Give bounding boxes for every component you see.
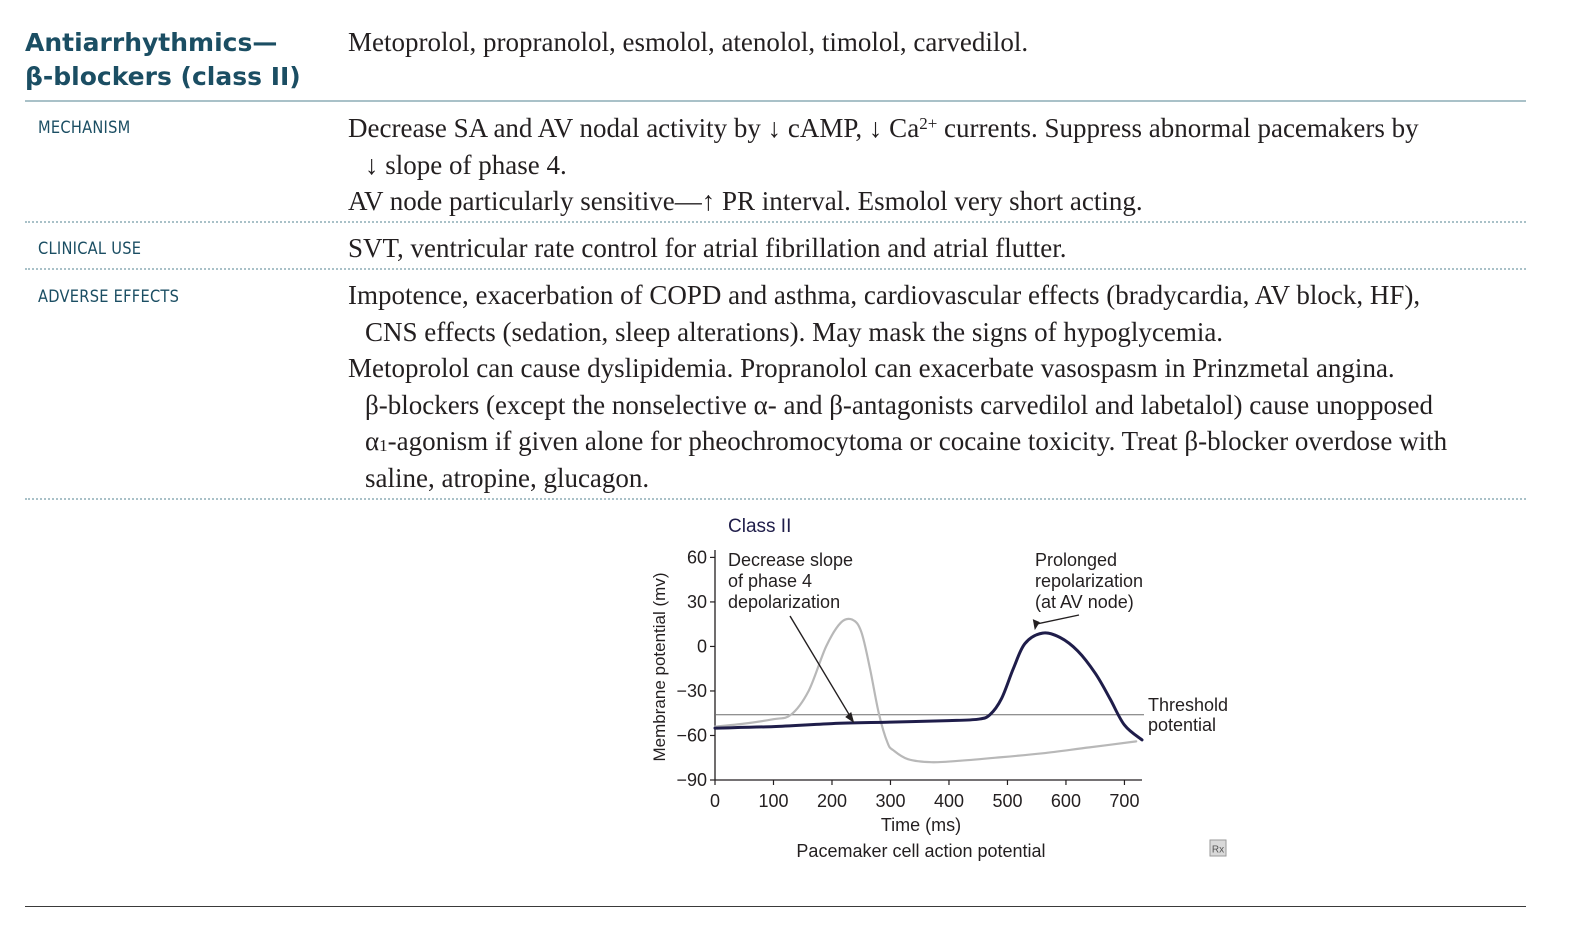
x-tick-label: 200: [817, 791, 847, 811]
calcium-charge: 2+: [919, 114, 938, 133]
adverse-line-6: saline, atropine, glucagon.: [365, 462, 650, 493]
adverse-line-2: CNS effects (sedation, sleep alterations…: [365, 316, 1224, 347]
header-divider: [25, 100, 1526, 102]
adverse-line-1: Impotence, exacerbation of COPD and asth…: [348, 280, 1421, 310]
title-line-2: β-blockers (class II): [25, 62, 301, 91]
threshold-label-1: Threshold: [1148, 695, 1228, 715]
y-tick-label: 0: [697, 636, 707, 656]
x-tick-label: 400: [934, 791, 964, 811]
annotation-left-1: Decrease slope: [728, 550, 853, 570]
mechanism-divider: [25, 221, 1526, 223]
mechanism-label: MECHANISM: [38, 118, 131, 138]
clinical-use-line-1: SVT, ventricular rate control for atrial…: [348, 233, 1067, 263]
annotation-left-3: depolarization: [728, 592, 840, 612]
series-line-2: [713, 631, 1144, 742]
annotation-right-arrowhead: [1032, 619, 1040, 631]
drug-list: Metoprolol, propranolol, esmolol, atenol…: [348, 27, 1029, 57]
y-tick-label: 60: [687, 547, 707, 567]
threshold-label-2: potential: [1148, 715, 1216, 735]
x-tick-label: 0: [710, 791, 720, 811]
watermark-rx-icon: Rx: [1209, 839, 1227, 857]
mechanism-line-1a: Decrease SA and AV nodal activity by ↓ c…: [348, 113, 920, 143]
x-tick-label: 600: [1051, 791, 1081, 811]
clinical-use-divider: [25, 268, 1526, 270]
y-axis-label: Membrane potential (mv): [650, 573, 669, 762]
adverse-line-3: Metoprolol can cause dyslipidemia. Propr…: [348, 353, 1395, 383]
annotation-right-3: (at AV node): [1035, 592, 1134, 612]
mechanism-line-1: Decrease SA and AV nodal activity by ↓ c…: [348, 110, 1533, 147]
x-tick-label: 700: [1109, 791, 1139, 811]
annotation-left-arrow-line: [789, 615, 852, 719]
annotation-left-arrowhead: [845, 712, 855, 724]
annotation-right-arrow-line: [1035, 614, 1080, 625]
adverse-effects-label: ADVERSE EFFECTS: [38, 287, 180, 307]
adverse-effects-divider: [25, 498, 1526, 500]
watermark-text: Rx: [1212, 845, 1224, 856]
alpha-symbol: α: [365, 426, 380, 456]
action-potential-chart: Class II Membrane potential (mv) Time (m…: [630, 505, 1270, 875]
clinical-use-text: SVT, ventricular rate control for atrial…: [348, 230, 1533, 267]
series-line-1: [713, 617, 1138, 764]
adverse-line-4: β-blockers (except the nonselective α- a…: [365, 389, 1433, 420]
page-bottom-rule: [25, 906, 1526, 907]
mechanism-line-1b: currents. Suppress abnormal pacemakers b…: [937, 113, 1419, 143]
adverse-line-5b: -agonism if given alone for pheochromocy…: [387, 426, 1448, 456]
clinical-use-label: CLINICAL USE: [38, 239, 142, 259]
y-tick-label: −90: [676, 770, 707, 790]
adverse-effects-text: Impotence, exacerbation of COPD and asth…: [348, 277, 1533, 496]
y-tick-label: −30: [676, 681, 707, 701]
annotation-right-2: repolarization: [1035, 571, 1143, 591]
y-tick-label: −60: [676, 725, 707, 745]
y-axis-label-group: Membrane potential (mv): [650, 573, 669, 762]
mechanism-line-2: ↓ slope of phase 4.: [365, 149, 567, 180]
mechanism-line-3: AV node particularly sensitive—↑ PR inte…: [348, 186, 1143, 216]
x-tick-label: 500: [992, 791, 1022, 811]
mechanism-text: Decrease SA and AV nodal activity by ↓ c…: [348, 110, 1533, 220]
chart-svg: Class II Membrane potential (mv) Time (m…: [650, 516, 1228, 861]
x-tick-label: 300: [875, 791, 905, 811]
y-tick-label: 30: [687, 592, 707, 612]
annotation-right-1: Prolonged: [1035, 550, 1117, 570]
chart-title: Class II: [728, 516, 791, 537]
title-line-1: Antiarrhythmics—: [25, 28, 278, 57]
chart-caption: Pacemaker cell action potential: [796, 841, 1045, 861]
alpha-subscript: 1: [379, 436, 388, 455]
adverse-line-5: α1-agonism if given alone for pheochromo…: [348, 423, 1533, 460]
annotation-left-2: of phase 4: [728, 571, 812, 591]
x-tick-label: 100: [758, 791, 788, 811]
section-title: Antiarrhythmics— β-blockers (class II): [25, 26, 301, 94]
x-axis-label: Time (ms): [881, 815, 961, 835]
